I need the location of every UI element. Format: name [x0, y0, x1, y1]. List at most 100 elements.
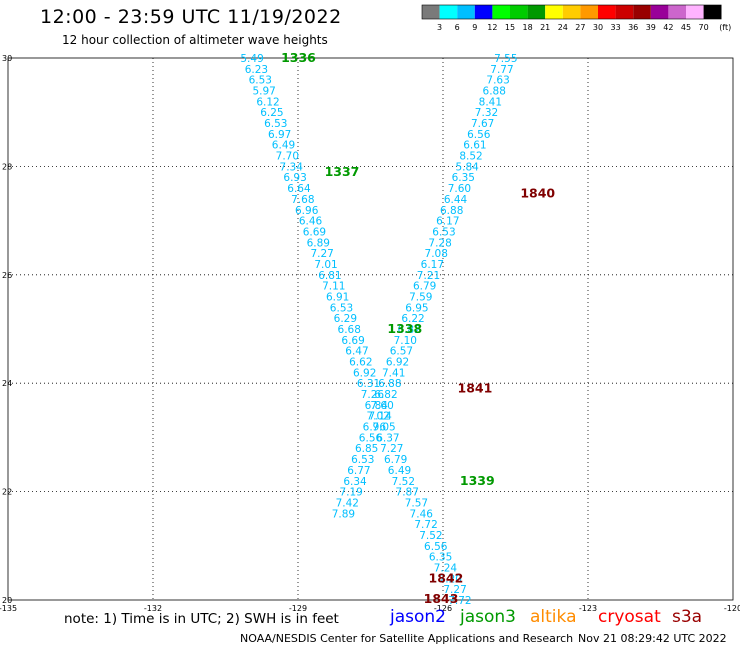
plot-frame	[7, 57, 734, 601]
colorbar-swatch	[457, 5, 475, 19]
wave-height-value: 6.82	[374, 389, 397, 401]
pass-number-label: 1337	[325, 164, 360, 179]
wave-height-value: 5.84	[455, 161, 479, 173]
colorbar-swatch	[545, 5, 563, 19]
wave-height-value: 6.53	[264, 118, 287, 130]
footer-note: note: 1) Time is in UTC; 2) SWH is in fe…	[64, 611, 339, 627]
wave-height-value: 7.59	[409, 291, 432, 303]
x-tick-label: -129	[289, 604, 307, 613]
wave-height-value: 7.32	[475, 107, 498, 119]
wave-height-value: 7.05	[372, 422, 395, 434]
pass-number-label: 1339	[460, 473, 495, 488]
wave-height-value: 7.20	[439, 573, 462, 585]
wave-height-value: 6.35	[429, 552, 452, 564]
wave-height-value: 6.82	[397, 324, 420, 336]
wave-height-value: 7.72	[414, 519, 437, 531]
wave-height-value: 6.31	[357, 378, 380, 390]
colorbar-label: 33	[611, 23, 621, 32]
wave-height-value: 6.77	[347, 465, 370, 477]
wave-height-value: 6.84	[365, 400, 389, 412]
wave-height-value: 7.52	[419, 530, 442, 542]
colorbar-swatch	[422, 5, 440, 19]
chart-title: 12:00 - 23:59 UTC 11/19/2022	[40, 6, 342, 28]
colorbar-label: 45	[681, 23, 691, 32]
wave-height-value: 6.79	[413, 281, 436, 293]
colorbar-swatch	[686, 5, 704, 19]
wave-height-value: 7.68	[291, 194, 314, 206]
wave-height-value: 6.56	[467, 129, 491, 141]
x-tick-label: -120	[724, 604, 740, 613]
x-tick-label: -126	[434, 604, 452, 613]
colorbar-swatch	[492, 5, 510, 19]
wave-height-value: 6.88	[378, 378, 401, 390]
colorbar-label: 24	[558, 23, 568, 32]
wave-height-value: 8.52	[459, 151, 482, 163]
colorbar-label: 3	[437, 23, 442, 32]
y-tick-label: 28	[2, 162, 12, 171]
wave-height-value: 6.81	[318, 270, 341, 282]
colorbar-swatch	[598, 5, 616, 19]
colorbar-swatch	[474, 5, 493, 19]
wave-height-value: 7.27	[443, 584, 466, 596]
wave-height-value: 6.49	[388, 465, 411, 477]
wave-height-value: 7.27	[380, 443, 403, 455]
wave-height-value: 6.12	[256, 96, 279, 108]
colorbar-swatch	[633, 5, 651, 19]
wave-height-value: 6.37	[376, 432, 399, 444]
wave-height-value: 7.26	[361, 389, 385, 401]
wave-height-value: 6.79	[384, 454, 407, 466]
wave-height-value: 7.27	[310, 248, 333, 260]
colorbar-swatch	[580, 5, 598, 19]
y-tick-label: 24	[2, 379, 12, 388]
wave-height-value: 6.29	[334, 313, 357, 325]
generated-timestamp: Nov 21 08:29:42 UTC 2022	[578, 632, 727, 645]
pass-number-label: 1840	[520, 186, 555, 201]
wave-height-value: 7.46	[410, 508, 434, 520]
wave-height-value: 6.97	[268, 129, 291, 141]
colorbar-label: 30	[593, 23, 603, 32]
wave-height-value: 6.93	[283, 172, 306, 184]
wave-height-value: 6.88	[483, 86, 506, 98]
pass-number-label: 1841	[458, 381, 493, 396]
wave-height-value: 7.08	[425, 248, 448, 260]
wave-height-value: 6.62	[349, 357, 372, 369]
wave-height-value: 7.57	[405, 497, 428, 509]
wave-height-value: 6.35	[452, 172, 475, 184]
wave-height-value: 7.72	[448, 595, 471, 607]
colorbar-label: 42	[663, 23, 673, 32]
wave-height-value: 7.89	[332, 508, 355, 520]
wave-height-value: 6.69	[341, 335, 364, 347]
wave-height-value: 7.63	[486, 75, 509, 87]
x-tick-label: -123	[579, 604, 597, 613]
pass-number-label: 1338	[387, 321, 422, 336]
wave-height-value: 7.34	[280, 161, 304, 173]
wave-height-value: 6.53	[432, 226, 455, 238]
colorbar-label: 15	[505, 23, 515, 32]
colorbar-swatch	[510, 5, 528, 19]
y-tick-label: 22	[2, 488, 12, 497]
colorbar-swatch	[668, 5, 686, 19]
wave-height-value: 7.60	[448, 183, 471, 195]
wave-height-value: 7.41	[382, 367, 405, 379]
satellite-jason2-label: jason2	[390, 607, 446, 627]
wave-height-value: 6.56	[424, 541, 448, 553]
wave-height-value: 7.55	[494, 53, 517, 65]
colorbar-swatch	[703, 5, 722, 19]
wave-height-value: 7.52	[392, 476, 415, 488]
wave-height-value: 6.25	[260, 107, 283, 119]
y-tick-label: 20	[2, 596, 12, 605]
colorbar-swatch	[650, 5, 669, 19]
wave-height-value: 5.97	[252, 86, 275, 98]
wave-height-value: 6.56	[359, 432, 383, 444]
pass-number-label: 1843	[424, 591, 459, 606]
colorbar-swatch	[527, 5, 546, 19]
colorbar-label: 36	[628, 23, 638, 32]
wave-height-value: 6.57	[390, 346, 413, 358]
wave-height-value: 7.14	[368, 411, 392, 423]
y-tick-label: 26	[2, 271, 12, 280]
wave-height-value: 6.85	[355, 443, 378, 455]
wave-height-value: 7.87	[396, 487, 419, 499]
wave-height-value: 6.68	[338, 324, 361, 336]
wave-height-value: 7.28	[428, 237, 451, 249]
